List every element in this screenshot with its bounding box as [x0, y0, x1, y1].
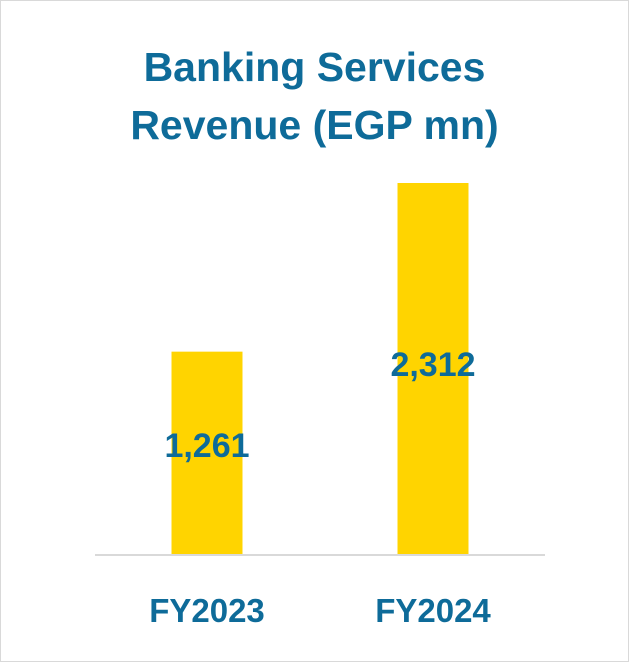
- chart-title: Banking Services Revenue (EGP mn): [0, 38, 629, 154]
- data-label-fy2024: 2,312: [390, 346, 475, 384]
- x-tick-label-fy2024: FY2024: [375, 592, 491, 629]
- data-label-fy2023: 1,261: [164, 427, 249, 465]
- chart-title-line-2: Revenue (EGP mn): [130, 102, 499, 148]
- bar-fy2023: [171, 351, 243, 554]
- x-tick-label-fy2023: FY2023: [149, 592, 265, 629]
- chart-title-line-1: Banking Services: [143, 44, 486, 90]
- bar-fy2024: [397, 183, 469, 554]
